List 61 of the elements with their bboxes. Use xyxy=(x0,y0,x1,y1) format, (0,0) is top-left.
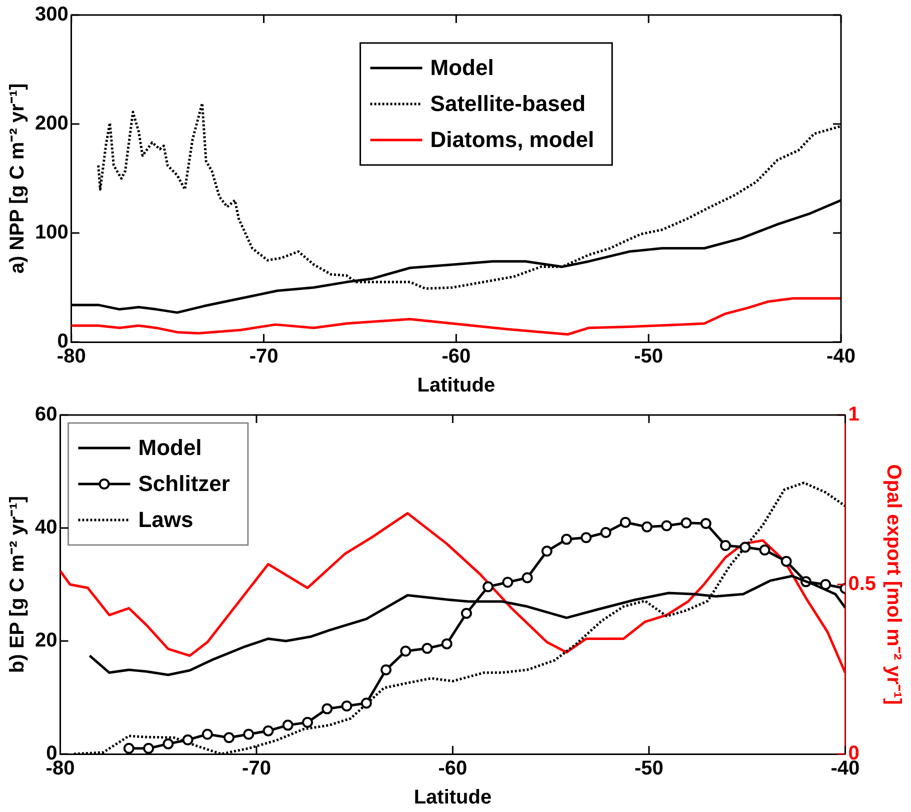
legend-label: Model xyxy=(138,435,202,460)
point xyxy=(580,532,592,544)
point xyxy=(661,520,672,532)
point xyxy=(123,742,134,754)
point xyxy=(502,576,514,588)
point xyxy=(820,579,832,590)
legend-label: Satellite-based xyxy=(430,91,586,116)
point xyxy=(400,646,412,657)
point xyxy=(224,732,235,744)
point xyxy=(262,725,274,736)
y-tick-label: 60 xyxy=(34,404,58,426)
y2-tick-label: 1 xyxy=(848,404,860,426)
legend-label: Model xyxy=(430,55,494,80)
point xyxy=(541,546,552,557)
point xyxy=(759,544,770,556)
point xyxy=(600,527,612,538)
point xyxy=(380,664,392,676)
point xyxy=(720,540,731,552)
y-tick-label: 40 xyxy=(34,516,58,539)
y2-tick-label: 0.5 xyxy=(848,573,876,596)
x-axis-title: Latitude xyxy=(417,374,496,397)
point xyxy=(700,518,712,529)
y-tick-label: 100 xyxy=(34,222,68,244)
x-tick-label: -50 xyxy=(634,346,664,368)
legend-label: Diatoms, model xyxy=(430,127,594,152)
x-tick-label: -50 xyxy=(634,758,664,780)
point xyxy=(460,608,472,619)
point xyxy=(182,734,194,746)
x-tick-label: -40 xyxy=(826,346,856,368)
point xyxy=(360,698,372,709)
legend-label: Laws xyxy=(138,507,194,532)
x-tick-label: -60 xyxy=(438,758,468,780)
point xyxy=(680,517,692,528)
point xyxy=(482,581,494,592)
point xyxy=(422,642,433,654)
point xyxy=(322,703,333,714)
point xyxy=(740,542,751,553)
point xyxy=(780,556,792,567)
point xyxy=(641,521,652,532)
point xyxy=(162,738,174,750)
x-tick-label: -70 xyxy=(249,346,278,368)
x-tick-label: -70 xyxy=(242,758,271,780)
y-axis-title: a) NPP [g C m⁻² yr⁻¹] xyxy=(6,83,29,274)
point xyxy=(302,716,314,728)
x-axis-title: Latitude xyxy=(414,786,492,809)
point xyxy=(522,572,533,584)
y-tick-label: 300 xyxy=(34,4,68,26)
y-axis-title: b) EP [g C m⁻² yr⁻¹] xyxy=(6,496,29,673)
y-tick-label: 200 xyxy=(34,112,68,135)
y2-axis-title: Opal export [mol m⁻² yr⁻¹] xyxy=(882,464,904,705)
point xyxy=(561,534,572,545)
x-tick-label: -60 xyxy=(442,346,471,368)
point xyxy=(282,720,294,731)
point xyxy=(143,742,154,754)
point xyxy=(341,700,352,712)
legend-label: Schlitzer xyxy=(138,471,230,496)
point xyxy=(243,728,254,740)
y-tick-label: 20 xyxy=(34,630,58,652)
point xyxy=(620,516,631,528)
point xyxy=(202,728,213,740)
point xyxy=(441,638,452,650)
